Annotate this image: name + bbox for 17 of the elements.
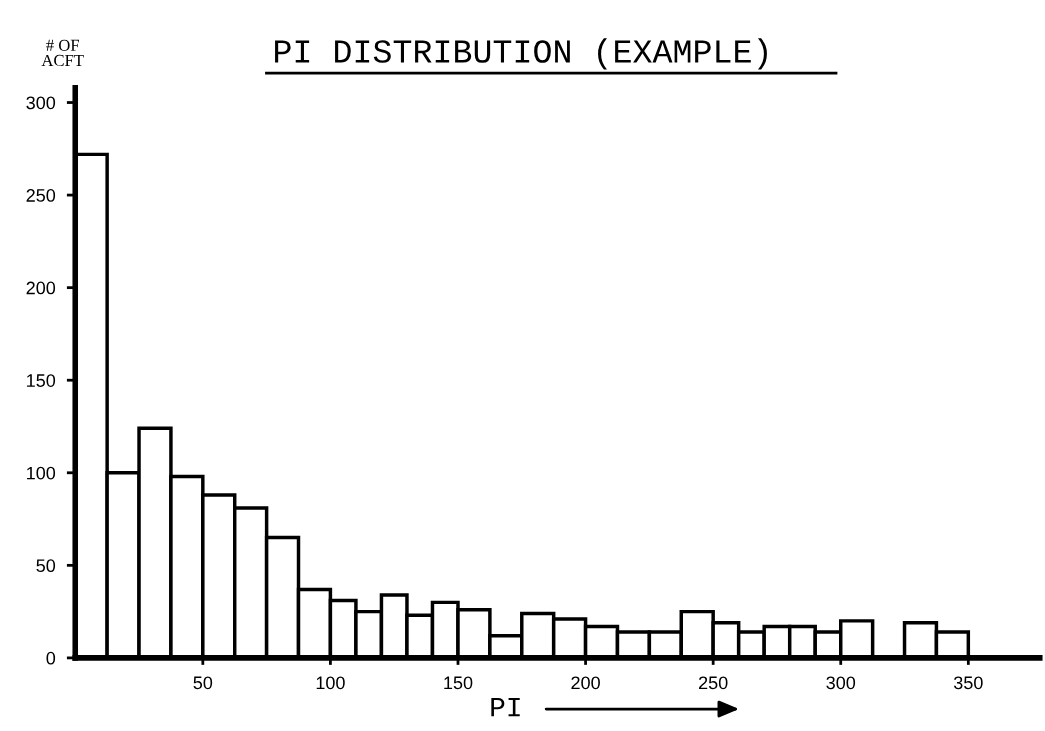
y-tick-label: 0 [46,651,56,665]
x-tick-label: 250 [699,676,728,690]
y-tick-label: 150 [27,374,56,387]
x-tick-label: 100 [316,676,345,690]
y-tick-label: 50 [36,559,56,573]
chart-title: PI DISTRIBUTION (EXAMPLE) [275,38,767,70]
y-tick-label: 300 [26,96,56,110]
x-tick-label: 300 [826,676,856,690]
y-axis-title: # OF ACFT [41,39,84,67]
x-tick-label: 50 [193,676,213,690]
x-axis-title: PI [491,697,520,717]
y-tick-label: 100 [27,466,56,480]
x-tick-label: 200 [571,676,600,690]
y-tick-label: 200 [26,281,56,295]
x-tick-label: 150 [444,676,473,690]
y-tick-label: 250 [26,189,56,202]
x-tick-label: 350 [953,676,983,690]
